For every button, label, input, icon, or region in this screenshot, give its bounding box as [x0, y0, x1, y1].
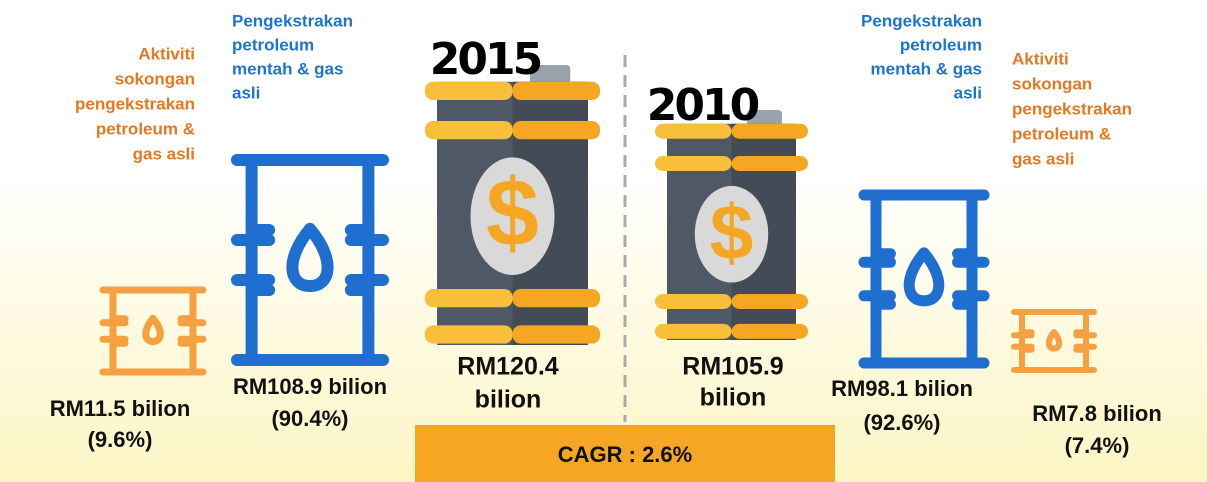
- support-label: gas asli: [1012, 149, 1074, 168]
- coin: [470, 157, 555, 275]
- bracket: [870, 248, 978, 310]
- support-value: (7.4%): [1065, 433, 1130, 458]
- barrel-band: [655, 123, 732, 139]
- barrel-band: [731, 323, 808, 339]
- dollar-sign: $: [486, 160, 539, 266]
- support-label: petroleum &: [96, 119, 195, 138]
- barrel-band: [512, 325, 600, 344]
- bracket: [1019, 329, 1089, 353]
- body: [870, 189, 978, 369]
- support-label: sokongan: [1012, 74, 1092, 93]
- support-label: Aktiviti: [138, 44, 195, 63]
- barrel-band: [425, 325, 513, 344]
- extraction-label: asli: [232, 83, 260, 102]
- barrel-band: [731, 123, 808, 139]
- barrel-band: [731, 294, 808, 309]
- outline-barrel: [99, 286, 207, 376]
- outline-barrel: [858, 189, 990, 369]
- support-label: gas asli: [133, 144, 195, 163]
- barrel-band: [512, 81, 600, 100]
- support-value: (9.6%): [88, 427, 153, 452]
- cagr-box: [415, 425, 835, 482]
- barrel-cap: [746, 110, 782, 127]
- money-barrel: $: [425, 65, 600, 346]
- extraction-label: petroleum: [900, 35, 982, 54]
- icons: $ $: [99, 65, 1097, 376]
- extraction-value: RM98.1 bilion: [831, 376, 973, 401]
- barrel-cap: [530, 65, 571, 85]
- barrel-band: [731, 156, 808, 171]
- drop: [286, 222, 334, 292]
- outline-barrel: [1011, 309, 1097, 373]
- extraction-value: (92.6%): [863, 410, 940, 435]
- outline-barrel: [231, 154, 389, 366]
- total-value: RM120.4: [457, 353, 559, 381]
- barrel-band: [655, 294, 732, 309]
- extraction-label: mentah & gas: [232, 59, 343, 78]
- barrel-band: [425, 289, 513, 308]
- total-value: bilion: [700, 384, 767, 412]
- support-value: RM11.5 bilion: [50, 396, 191, 421]
- barrel-band: [655, 156, 732, 171]
- dollar-sign: $: [710, 188, 753, 276]
- drop: [903, 247, 945, 307]
- extraction-label: Pengekstrakan: [861, 11, 982, 30]
- drop: [142, 314, 164, 346]
- total-value: bilion: [475, 386, 542, 414]
- barrel-band: [425, 121, 513, 140]
- extraction-label: Pengekstrakan: [232, 11, 353, 30]
- barrel-band: [512, 121, 600, 140]
- extraction-value: RM108.9 bilion: [233, 374, 387, 399]
- body: [109, 286, 197, 376]
- year: 2015: [430, 34, 541, 85]
- support-value: RM7.8 bilion: [1032, 401, 1162, 426]
- barrel-band: [512, 289, 600, 308]
- total-value: RM105.9: [682, 353, 783, 381]
- year: 2010: [647, 80, 759, 131]
- labels: 2015 2010 Aktiviti sokongan pengekstrakan pet…: [50, 11, 1162, 457]
- money-barrel: $: [655, 110, 808, 340]
- support-label: pengekstrakan: [75, 94, 195, 113]
- barrel-band: [655, 323, 732, 339]
- support-label: pengekstrakan: [1012, 99, 1132, 118]
- coin: [694, 185, 769, 283]
- support-label: petroleum &: [1012, 124, 1111, 143]
- bracket: [109, 315, 197, 347]
- extraction-label: mentah & gas: [871, 59, 982, 78]
- bracket: [245, 224, 375, 296]
- body: [245, 154, 375, 366]
- extraction-label: petroleum: [232, 35, 314, 54]
- support-label: Aktiviti: [1012, 49, 1069, 68]
- cagr: CAGR : 2.6%: [558, 442, 692, 467]
- drop: [1045, 328, 1063, 352]
- barrel-band: [425, 81, 513, 100]
- support-label: sokongan: [115, 69, 195, 88]
- body: [1019, 309, 1089, 373]
- extraction-value: (90.4%): [271, 406, 348, 431]
- extraction-label: asli: [954, 83, 982, 102]
